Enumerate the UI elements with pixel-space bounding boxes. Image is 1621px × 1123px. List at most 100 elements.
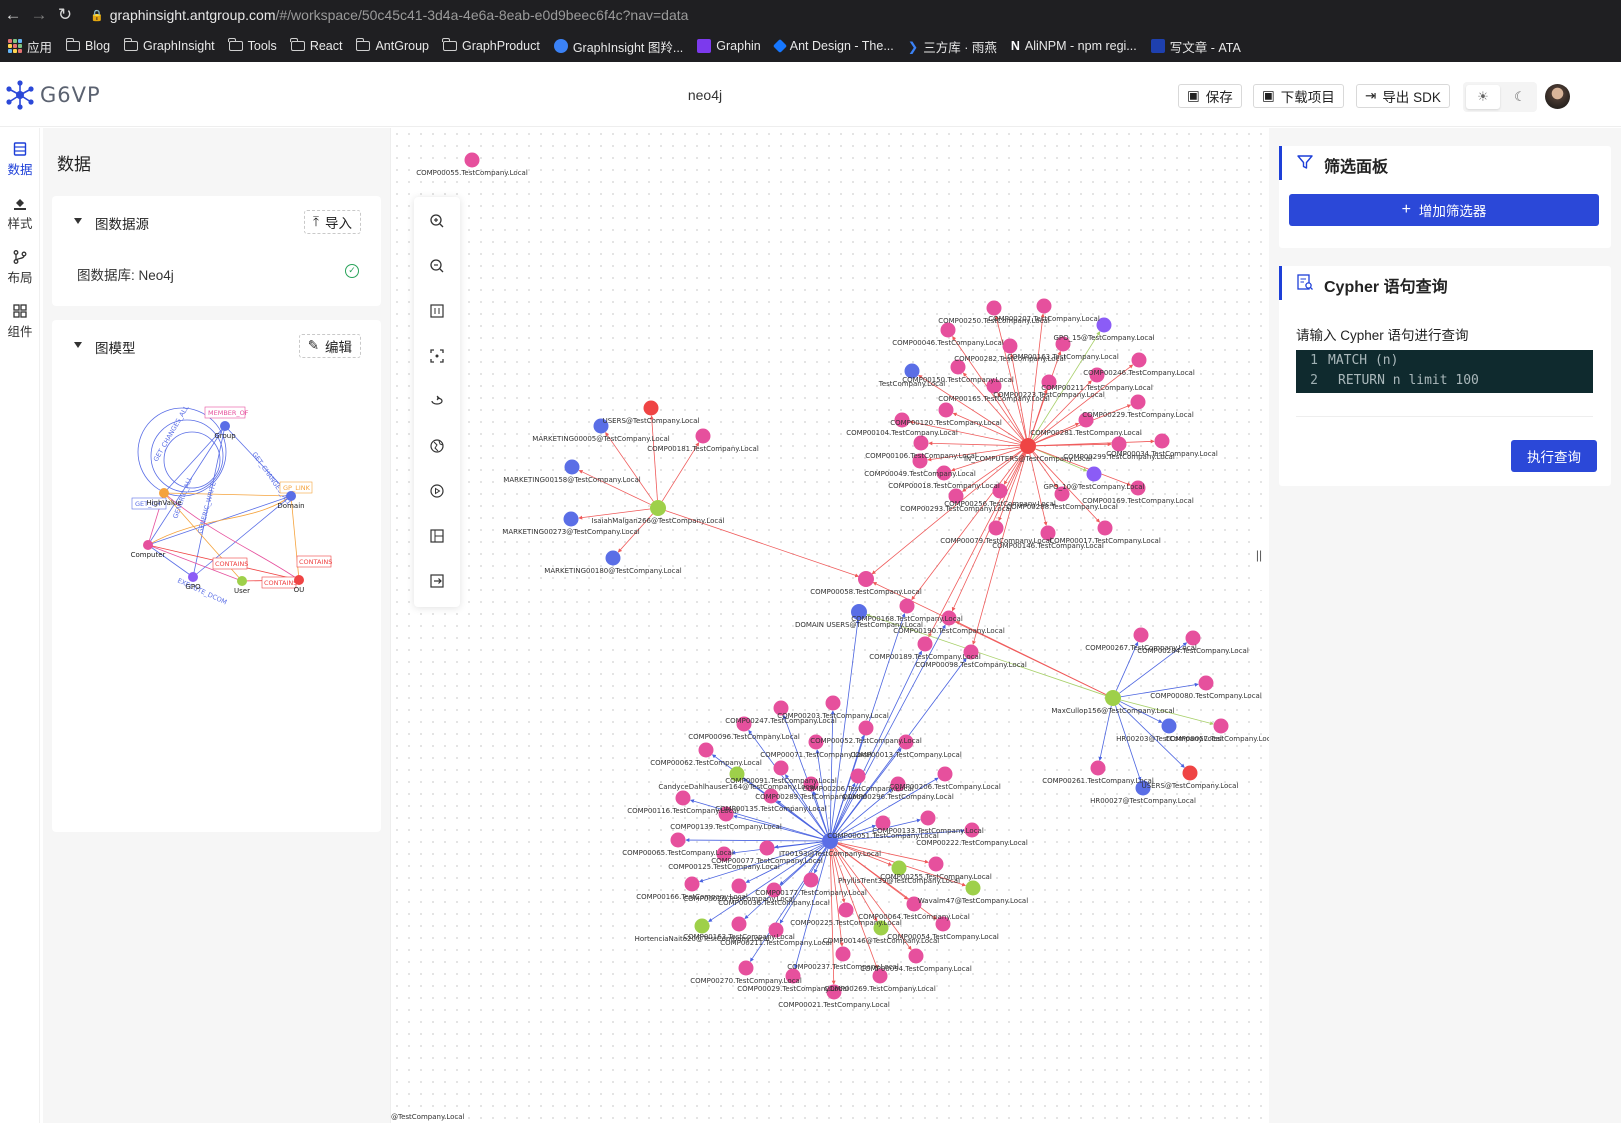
graph-edge[interactable] xyxy=(1033,451,1100,523)
bookmark-apps[interactable]: 应用 xyxy=(8,37,52,56)
graph-node[interactable] xyxy=(1182,765,1198,781)
schema-node-computer[interactable] xyxy=(143,540,153,550)
graph-edge[interactable] xyxy=(871,450,1023,575)
graph-node[interactable] xyxy=(941,610,957,626)
graph-node[interactable] xyxy=(803,872,819,888)
graph-edge[interactable] xyxy=(1035,448,1088,472)
cypher-editor[interactable]: 1 MATCH (n) 2 RETURN n limit 100 xyxy=(1296,350,1593,393)
graph-edge[interactable] xyxy=(578,470,651,505)
graph-node[interactable] xyxy=(928,856,944,872)
graph-node[interactable] xyxy=(1111,436,1127,452)
graph-edge[interactable] xyxy=(833,847,878,922)
graph-node[interactable] xyxy=(913,435,929,451)
globe-icon[interactable] xyxy=(429,438,445,454)
graph-node[interactable] xyxy=(650,500,666,516)
graph-node[interactable] xyxy=(936,465,952,481)
bookmark-tools[interactable]: Tools xyxy=(228,38,277,53)
graph-node[interactable] xyxy=(695,428,711,444)
graph-edge[interactable] xyxy=(829,710,835,834)
graph-edge[interactable] xyxy=(815,749,830,834)
graph-node[interactable] xyxy=(803,776,819,792)
graph-node[interactable] xyxy=(1154,433,1170,449)
graph-edge[interactable] xyxy=(1120,699,1214,726)
graph-edge[interactable] xyxy=(837,843,893,866)
graph-node[interactable] xyxy=(938,402,954,418)
graph-node[interactable] xyxy=(850,768,866,784)
graph-node[interactable] xyxy=(1133,627,1149,643)
graph-node[interactable] xyxy=(851,604,867,620)
schema-node-ou[interactable] xyxy=(294,575,304,585)
graph-node[interactable] xyxy=(1055,336,1071,352)
graph-node[interactable] xyxy=(1130,394,1146,410)
graph-edge[interactable] xyxy=(998,453,1026,522)
schema-node-gpo[interactable] xyxy=(188,572,198,582)
graph-edge[interactable] xyxy=(1115,641,1139,691)
graph-node[interactable] xyxy=(935,916,951,932)
graph-node[interactable] xyxy=(940,322,956,338)
graph-edge[interactable] xyxy=(1118,703,1185,768)
graph-node[interactable] xyxy=(731,916,747,932)
graph-node[interactable] xyxy=(1131,352,1147,368)
graph-node[interactable] xyxy=(643,400,659,416)
bookmark-antgroup[interactable]: AntGroup xyxy=(355,38,429,53)
graph-node[interactable] xyxy=(899,598,915,614)
graph-edge[interactable] xyxy=(1030,388,1048,439)
graph-node[interactable] xyxy=(1089,367,1105,383)
graph-edge[interactable] xyxy=(1119,701,1163,723)
graph-node[interactable] xyxy=(593,418,609,434)
graph-edge[interactable] xyxy=(1035,422,1080,444)
graph-canvas[interactable]: COMP00055.TestCompany.Local IN_COMPUTERS@… xyxy=(390,128,1269,1123)
graph-node[interactable] xyxy=(763,788,779,804)
graph-model-header[interactable]: 图模型 ✎ 编辑 xyxy=(52,320,381,370)
graph-node[interactable] xyxy=(948,488,964,504)
graph-edge[interactable] xyxy=(834,847,912,951)
graph-node[interactable] xyxy=(873,920,889,936)
graph-node[interactable] xyxy=(773,760,789,776)
graph-edge[interactable] xyxy=(831,848,846,903)
graph-node[interactable] xyxy=(738,960,754,976)
graph-edge[interactable] xyxy=(962,450,1022,492)
forward-arrow-icon[interactable]: → xyxy=(30,5,48,24)
graph-node[interactable] xyxy=(898,734,914,750)
bookmark-sanfangku[interactable]: ❯ 三方库 · 雨燕 xyxy=(908,37,997,56)
rotate-3d-icon[interactable] xyxy=(429,393,445,409)
graph-edge[interactable] xyxy=(837,824,877,839)
graph-node[interactable] xyxy=(1054,486,1070,502)
graph-edge[interactable] xyxy=(812,790,828,834)
graph-edge[interactable] xyxy=(1010,353,1027,439)
graph-edge[interactable] xyxy=(794,848,829,969)
graph-node[interactable] xyxy=(716,846,732,862)
graph-edge[interactable] xyxy=(814,848,827,874)
graph-edge[interactable] xyxy=(1029,453,1048,526)
graph-edge[interactable] xyxy=(837,842,929,864)
nav-item-layout[interactable]: 布局 xyxy=(0,250,40,286)
caret-down-icon[interactable] xyxy=(74,218,82,224)
graph-node[interactable] xyxy=(1135,780,1151,796)
schema-node-user[interactable] xyxy=(237,576,247,586)
bookmark-react[interactable]: React xyxy=(290,38,342,53)
graph-node[interactable] xyxy=(875,815,891,831)
graph-node[interactable] xyxy=(912,453,928,469)
graph-node[interactable] xyxy=(825,695,841,711)
graph-node[interactable] xyxy=(1040,525,1056,541)
graph-edge[interactable] xyxy=(1031,331,1101,440)
graph-node[interactable] xyxy=(858,720,874,736)
graph-edge[interactable] xyxy=(578,508,651,520)
graph-edge[interactable] xyxy=(731,841,823,855)
graph-node[interactable] xyxy=(670,832,686,848)
graph-node[interactable] xyxy=(694,918,710,934)
avatar[interactable] xyxy=(1545,84,1570,109)
graph-edge[interactable] xyxy=(972,453,1027,645)
graph-node[interactable] xyxy=(858,571,874,587)
nav-item-style[interactable]: 样式 xyxy=(0,196,40,232)
graph-node[interactable] xyxy=(1105,690,1121,706)
graph-edge[interactable] xyxy=(745,844,824,883)
zoom-in-icon[interactable] xyxy=(429,213,445,229)
graph-node[interactable] xyxy=(736,716,752,732)
graph-edge[interactable] xyxy=(1120,682,1199,698)
graph-edge[interactable] xyxy=(830,619,860,834)
graph-node[interactable] xyxy=(890,776,906,792)
graph-edge[interactable] xyxy=(830,848,844,947)
graph-svg[interactable]: COMP00055.TestCompany.Local IN_COMPUTERS@… xyxy=(391,128,1269,1123)
graph-edge[interactable] xyxy=(832,782,856,834)
